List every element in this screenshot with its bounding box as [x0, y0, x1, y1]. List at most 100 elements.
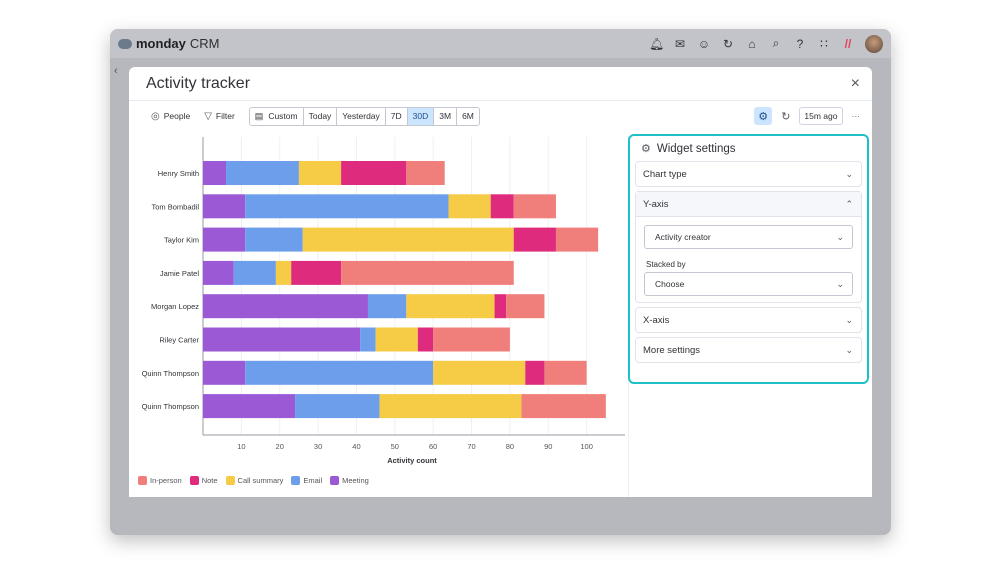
y-axis-header[interactable]: Y-axis ⌃ — [636, 192, 861, 216]
filter-button[interactable]: ▽ Filter — [204, 111, 235, 122]
gear-icon: ⚙ — [758, 110, 769, 123]
legend-item[interactable]: Note — [189, 476, 218, 485]
category-label: Jamie Patel — [160, 269, 200, 278]
brand-name: monday — [136, 36, 186, 51]
y-axis-content: Activity creator ⌄ Stacked by Choose ⌄ — [636, 216, 861, 302]
bar-segment — [417, 327, 434, 352]
legend-label: Email — [303, 476, 323, 485]
legend-label: Note — [201, 476, 218, 485]
inbox-icon[interactable]: ✉ — [674, 36, 686, 51]
chevron-up-icon: ⌃ — [845, 198, 853, 209]
chevron-left-icon[interactable]: ‹ — [114, 65, 118, 77]
legend-label: Meeting — [342, 476, 369, 485]
close-icon[interactable]: × — [850, 75, 860, 92]
chart-svg: Henry Smith Tom Bombadil Taylor Kim Jamie P… — [142, 137, 625, 465]
monday-logo-icon — [118, 38, 132, 49]
person-icon: ◎ — [151, 110, 160, 122]
x-tick-label: 30 — [314, 442, 322, 451]
range-yesterday[interactable]: Yesterday — [337, 107, 386, 125]
x-tick-label: 70 — [467, 442, 475, 451]
more-settings-section[interactable]: More settings ⌄ — [635, 337, 862, 363]
category-label: Riley Carter — [159, 336, 199, 345]
bar-segment — [341, 161, 407, 185]
bar-segment — [367, 294, 407, 319]
chart-type-label: Chart type — [643, 168, 687, 180]
bar-segment — [555, 227, 599, 252]
bar-segment — [506, 294, 545, 319]
bar-segment — [203, 194, 246, 219]
legend-item[interactable]: Call summary — [225, 476, 284, 485]
range-7d[interactable]: 7D — [386, 107, 408, 125]
bar-segment — [521, 394, 606, 419]
integrations-icon[interactable]: ↻ — [722, 36, 734, 51]
filter-label: Filter — [215, 111, 235, 121]
bar-segment — [275, 260, 292, 285]
date-range-selector: ▤ Custom Today Yesterday 7D 30D 3M 6M — [248, 106, 480, 126]
legend-label: Call summary — [237, 476, 284, 485]
bar-segment — [302, 227, 514, 252]
people-label: People — [163, 111, 191, 121]
more-options-icon[interactable]: ··· — [851, 111, 861, 121]
brand-suffix: CRM — [189, 36, 220, 51]
category-label: Tom Bombadil — [151, 202, 199, 211]
widget-settings-header: ⚙ Widget settings — [635, 136, 862, 161]
bell-icon[interactable]: 🔔︎ — [649, 36, 665, 51]
bar-segment — [544, 360, 587, 385]
x-tick-label: 100 — [580, 442, 593, 451]
range-custom[interactable]: ▤ Custom — [250, 107, 304, 125]
legend-swatch — [189, 476, 199, 485]
range-6m[interactable]: 6M — [462, 111, 474, 121]
people-filter-button[interactable]: ◎ People — [151, 111, 190, 122]
chevron-down-icon: ⌄ — [845, 344, 853, 355]
stacked-by-label: Stacked by — [646, 260, 686, 269]
bar-segment — [513, 194, 556, 219]
stacked-by-dropdown[interactable]: Choose ⌄ — [644, 272, 853, 296]
brand-logo[interactable]: monday CRM — [118, 36, 219, 51]
legend-label: In-person — [150, 476, 182, 485]
stacked-by-value: Choose — [655, 279, 685, 289]
bar-segment — [245, 194, 449, 219]
bar-segment — [379, 394, 522, 419]
help-icon[interactable]: ? — [796, 36, 804, 51]
bar-segment — [406, 161, 445, 185]
invite-icon[interactable]: ☺ — [697, 36, 711, 51]
chevron-down-icon: ⌄ — [845, 314, 853, 325]
bar-segment — [341, 260, 514, 285]
chevron-down-icon: ⌄ — [836, 278, 844, 289]
bar-segment — [291, 260, 342, 285]
y-axis-dropdown[interactable]: Activity creator ⌄ — [644, 225, 853, 249]
chart-type-section[interactable]: Chart type ⌄ — [635, 161, 862, 187]
bar-segment — [203, 260, 234, 285]
legend-item[interactable]: Meeting — [330, 476, 369, 485]
top-bar-actions: 🔔︎ ✉ ☺ ↻ ⌂ ⌕ ? ∷ // — [649, 29, 883, 58]
x-axis-label: X-axis — [643, 314, 670, 326]
widget-settings-button[interactable]: ⚙ — [754, 107, 773, 125]
range-today[interactable]: Today — [304, 107, 338, 125]
x-axis-section[interactable]: X-axis ⌄ — [635, 307, 862, 333]
search-icon[interactable]: ⌕ — [772, 36, 780, 50]
bar-segment — [203, 327, 361, 352]
apps-grid-icon[interactable]: ∷ — [820, 36, 828, 51]
avatar[interactable] — [865, 34, 883, 53]
range-3m[interactable]: 3M — [434, 107, 458, 125]
activity-chart: Henry Smith Tom Bombadil Taylor Kim Jamie P… — [129, 137, 629, 477]
refresh-icon[interactable]: ↻ — [781, 110, 791, 123]
x-tick-label: 80 — [506, 442, 514, 451]
product-switcher-icon[interactable]: // — [844, 36, 852, 51]
bar-segment — [203, 161, 227, 185]
bar-segment — [406, 294, 495, 319]
bar-segment — [245, 360, 434, 385]
header-divider — [129, 100, 872, 101]
bar-segment — [494, 294, 507, 319]
x-tick-label: 90 — [544, 442, 552, 451]
widget-settings-title: Widget settings — [656, 142, 736, 155]
legend-item[interactable]: Email — [291, 476, 322, 485]
top-bar: monday CRM 🔔︎ ✉ ☺ ↻ ⌂ ⌕ ? ∷ // — [110, 29, 891, 58]
range-30d[interactable]: 30D — [407, 107, 435, 125]
bar-segment — [448, 194, 491, 219]
marketplace-icon[interactable]: ⌂ — [748, 36, 756, 51]
bar-segment — [203, 227, 246, 252]
bar-segment — [298, 161, 342, 185]
y-axis-section: Y-axis ⌃ Activity creator ⌄ Stacked by Cho… — [635, 191, 862, 303]
legend-item[interactable]: In-person — [138, 476, 182, 485]
